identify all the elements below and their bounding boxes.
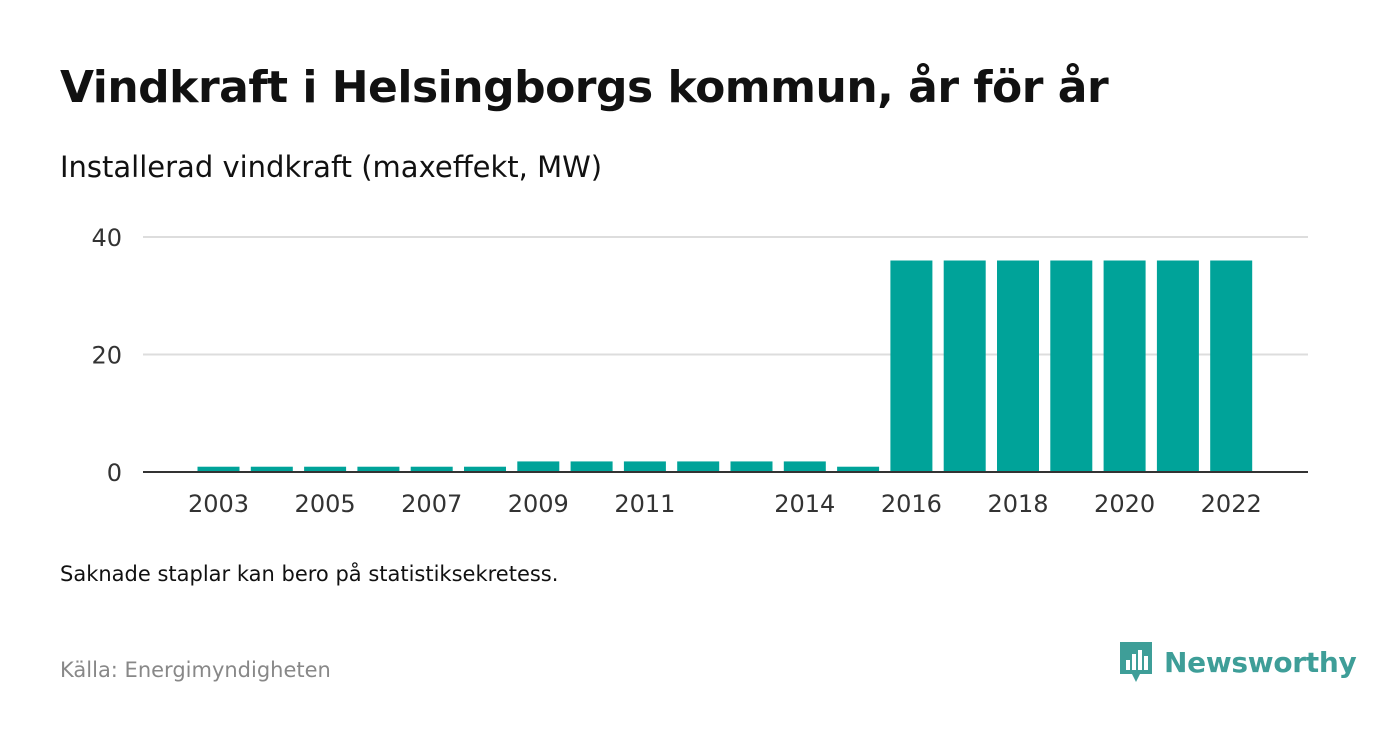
x-tick-label: 2009 bbox=[508, 490, 569, 518]
bar-2003 bbox=[197, 466, 240, 472]
bar-2015 bbox=[837, 466, 880, 472]
bar-2005 bbox=[304, 466, 347, 472]
bars bbox=[197, 260, 1253, 472]
x-tick-label: 2014 bbox=[774, 490, 835, 518]
y-tick-label: 40 bbox=[91, 224, 122, 252]
bar-2018 bbox=[997, 260, 1039, 472]
x-tick-label: 2007 bbox=[401, 490, 462, 518]
x-tick-label: 2016 bbox=[881, 490, 942, 518]
bar-2021 bbox=[1156, 260, 1199, 472]
bar-2019 bbox=[1050, 260, 1093, 472]
bar-2016 bbox=[890, 260, 933, 472]
newsworthy-logo-icon bbox=[1120, 642, 1152, 682]
bar-2014 bbox=[783, 461, 826, 472]
bar-2004 bbox=[250, 466, 293, 472]
chart-title: Vindkraft i Helsingborgs kommun, år för … bbox=[60, 62, 1109, 113]
x-tick-label: 2005 bbox=[295, 490, 356, 518]
bar-2009 bbox=[517, 461, 560, 472]
x-tick-label: 2011 bbox=[614, 490, 675, 518]
brand-name: Newsworthy bbox=[1164, 645, 1357, 679]
bar-2010 bbox=[570, 461, 613, 472]
source-text: Källa: Energimyndigheten bbox=[60, 658, 331, 682]
bar-2020 bbox=[1103, 260, 1146, 472]
bar-2022 bbox=[1210, 260, 1253, 472]
y-axis-ticks: 0 20 40 bbox=[91, 224, 122, 487]
bar-2013 bbox=[730, 461, 773, 472]
chart-subtitle: Installerad vindkraft (maxeffekt, MW) bbox=[60, 150, 603, 184]
y-tick-label: 20 bbox=[91, 342, 122, 370]
bar-2011 bbox=[623, 461, 666, 472]
x-tick-label: 2003 bbox=[188, 490, 249, 518]
x-tick-label: 2020 bbox=[1094, 490, 1155, 518]
bar-2007 bbox=[410, 466, 453, 472]
bar-2012 bbox=[677, 461, 720, 472]
bar-2006 bbox=[357, 466, 400, 472]
bar-2008 bbox=[464, 466, 506, 472]
bar-2017 bbox=[943, 260, 986, 472]
brand-logo: Newsworthy bbox=[1118, 640, 1357, 684]
x-tick-label: 2018 bbox=[987, 490, 1048, 518]
footnote: Saknade staplar kan bero på statistiksek… bbox=[60, 562, 559, 586]
y-tick-label: 0 bbox=[107, 459, 122, 487]
x-tick-label: 2022 bbox=[1201, 490, 1262, 518]
x-axis-ticks: 2003 2005 2007 2009 2011 2014 2016 2018 2020 2022 bbox=[188, 490, 1262, 518]
